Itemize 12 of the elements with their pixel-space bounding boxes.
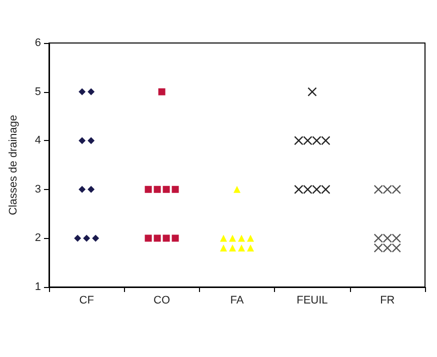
x-tick-label: FEUIL (296, 294, 328, 306)
x-tick-label: CO (154, 294, 170, 306)
y-tick-label: 1 (34, 281, 41, 293)
y-axis-title: Classes de drainage (8, 114, 20, 216)
y-tick-label: 3 (34, 183, 41, 196)
x-tick-label: FR (380, 294, 395, 306)
x-tick-label: CF (79, 294, 94, 306)
y-tick-label: 5 (34, 86, 41, 98)
x-tick-label: FA (230, 294, 244, 306)
y-tick-label: 6 (34, 37, 41, 49)
y-tick-label: 4 (34, 134, 41, 147)
y-tick-label: 2 (34, 232, 41, 244)
